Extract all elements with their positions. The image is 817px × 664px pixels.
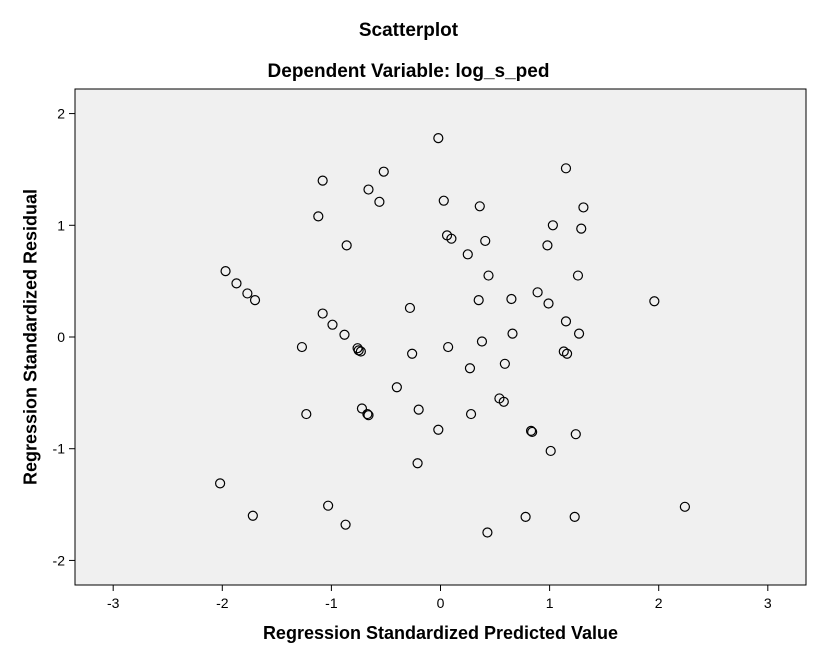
data-point bbox=[353, 345, 364, 356]
data-point bbox=[433, 424, 444, 435]
data-point bbox=[542, 240, 553, 251]
data-point bbox=[355, 346, 366, 357]
x-axis-label: Regression Standardized Predicted Value bbox=[262, 623, 619, 643]
y-tick-label: -2 bbox=[53, 552, 66, 568]
data-point bbox=[363, 410, 374, 421]
data-point bbox=[649, 296, 660, 307]
data-point bbox=[573, 328, 585, 339]
data-point bbox=[506, 293, 517, 305]
data-point bbox=[215, 478, 226, 489]
data-point bbox=[317, 308, 328, 319]
data-point bbox=[313, 211, 324, 222]
data-point bbox=[220, 265, 231, 277]
chart-title: Scatterplot bbox=[358, 20, 459, 41]
chart-subtitle: Dependent Variable: log_s_ped bbox=[267, 61, 550, 82]
data-point bbox=[465, 408, 477, 420]
data-point bbox=[404, 302, 416, 314]
data-point bbox=[560, 163, 572, 174]
data-point bbox=[474, 201, 485, 212]
data-point bbox=[296, 341, 308, 353]
x-tick-label: 2 bbox=[655, 595, 663, 611]
data-point bbox=[525, 425, 537, 436]
x-tick-label: 0 bbox=[437, 595, 445, 611]
data-point bbox=[413, 404, 424, 415]
y-tick-label: 2 bbox=[57, 106, 65, 122]
data-point bbox=[340, 519, 351, 530]
data-point bbox=[679, 501, 690, 512]
data-point bbox=[356, 403, 368, 414]
data-point bbox=[301, 408, 312, 420]
data-point bbox=[242, 288, 253, 299]
data-point bbox=[561, 348, 573, 359]
data-point bbox=[247, 510, 258, 521]
data-point bbox=[327, 319, 338, 330]
x-tick-label: 1 bbox=[546, 595, 554, 611]
data-point bbox=[323, 500, 334, 511]
data-point bbox=[464, 363, 476, 374]
data-point bbox=[391, 382, 402, 393]
data-point bbox=[433, 133, 444, 144]
data-point bbox=[499, 358, 510, 369]
data-point bbox=[476, 336, 488, 347]
data-point bbox=[480, 235, 491, 247]
data-point bbox=[462, 249, 473, 260]
data-point bbox=[572, 270, 584, 281]
data-point bbox=[438, 195, 449, 206]
data-point bbox=[317, 175, 328, 186]
data-point bbox=[363, 184, 374, 195]
data-point bbox=[560, 316, 572, 327]
y-tick-label: -1 bbox=[53, 441, 66, 457]
data-point bbox=[407, 348, 418, 359]
data-point bbox=[547, 220, 558, 231]
data-point bbox=[231, 278, 242, 289]
data-point bbox=[578, 202, 589, 213]
data-point bbox=[527, 426, 538, 438]
data-point bbox=[545, 445, 556, 457]
data-point bbox=[362, 408, 373, 420]
data-point bbox=[507, 328, 518, 339]
data-point bbox=[498, 396, 509, 407]
data-point bbox=[378, 166, 389, 177]
data-point bbox=[341, 240, 352, 251]
data-point bbox=[543, 298, 554, 309]
x-tick-label: -1 bbox=[325, 595, 338, 611]
data-point bbox=[446, 233, 457, 244]
data-point bbox=[352, 343, 363, 354]
data-point bbox=[249, 295, 261, 306]
data-point bbox=[412, 458, 423, 469]
data-point bbox=[443, 341, 454, 353]
y-tick-label: 1 bbox=[57, 217, 65, 233]
x-tick-label: -2 bbox=[216, 595, 229, 611]
data-point bbox=[570, 429, 581, 440]
y-axis-label: Regression Standardized Residual bbox=[20, 188, 41, 486]
data-point bbox=[576, 223, 587, 234]
data-point bbox=[374, 196, 385, 207]
data-point bbox=[569, 511, 580, 522]
data-point bbox=[558, 346, 569, 357]
plot-area bbox=[74, 88, 807, 586]
data-point bbox=[483, 270, 494, 281]
data-point bbox=[482, 527, 493, 538]
data-point bbox=[339, 329, 350, 340]
data-point bbox=[520, 511, 531, 522]
y-tick-label: 0 bbox=[57, 329, 65, 345]
data-point bbox=[473, 295, 484, 306]
x-tick-label: 3 bbox=[764, 595, 772, 611]
x-tick-label: -3 bbox=[107, 595, 120, 611]
data-point bbox=[532, 287, 543, 298]
